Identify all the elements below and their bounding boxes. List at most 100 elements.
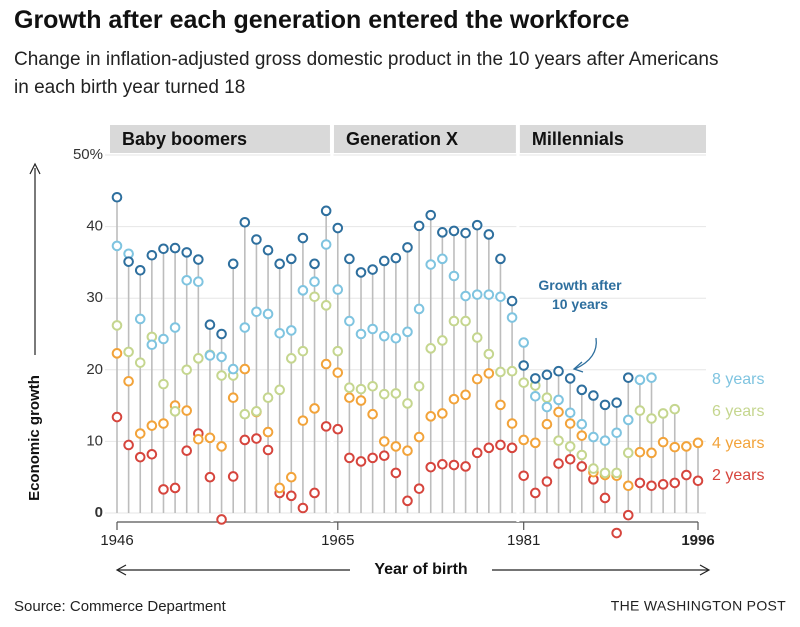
legend-label: 8 years — [712, 371, 764, 388]
data-point — [413, 431, 425, 443]
data-point — [564, 418, 576, 429]
data-point — [286, 253, 297, 265]
data-point — [262, 444, 274, 456]
data-point — [460, 290, 471, 302]
data-point — [146, 448, 158, 460]
data-point — [239, 408, 251, 420]
data-point — [448, 393, 460, 405]
data-point — [471, 373, 483, 385]
data-point — [448, 315, 460, 327]
data-point — [483, 442, 495, 454]
data-point — [123, 375, 134, 387]
data-point — [227, 392, 239, 404]
generation-label: Baby boomers — [122, 129, 247, 149]
data-point — [646, 480, 657, 492]
data-point — [216, 351, 227, 363]
data-point — [134, 264, 146, 276]
data-point — [158, 484, 169, 495]
data-point — [437, 253, 448, 265]
data-point — [181, 364, 193, 376]
y-tick-label: 10 — [86, 432, 103, 449]
generation-label: Generation X — [346, 129, 458, 149]
data-point — [622, 480, 634, 492]
data-point — [378, 330, 390, 342]
data-point — [169, 322, 181, 333]
data-point — [332, 345, 344, 357]
data-point — [576, 430, 588, 441]
data-point — [634, 477, 646, 489]
data-point — [588, 390, 599, 401]
data-point — [227, 363, 239, 375]
data-point — [344, 253, 355, 265]
data-point — [599, 492, 611, 504]
data-point — [227, 471, 239, 482]
legend-label: 6 years — [712, 403, 764, 420]
data-point — [634, 446, 646, 458]
data-point — [402, 495, 413, 507]
data-point — [506, 312, 518, 323]
data-point — [646, 447, 657, 459]
data-point — [146, 420, 158, 431]
chart-title: Growth after each generation entered the… — [14, 6, 630, 34]
data-point — [471, 289, 483, 300]
data-point — [588, 463, 599, 474]
data-point — [320, 205, 332, 217]
data-point — [262, 244, 274, 256]
data-point — [344, 392, 355, 404]
data-point — [378, 388, 390, 400]
generation-band — [110, 125, 330, 153]
data-point — [146, 339, 158, 351]
data-point — [216, 370, 227, 381]
data-point — [669, 441, 681, 453]
data-point — [437, 459, 448, 470]
data-point — [518, 434, 530, 446]
data-point — [204, 432, 216, 444]
data-point — [495, 253, 506, 265]
data-point — [576, 418, 588, 430]
data-point — [553, 365, 564, 377]
data-point — [332, 284, 344, 295]
data-point — [367, 380, 378, 392]
data-point — [483, 289, 495, 300]
data-point — [216, 328, 227, 340]
data-point — [495, 291, 506, 303]
data-point — [274, 384, 285, 396]
data-point — [541, 401, 553, 413]
data-point — [274, 482, 285, 494]
data-point — [344, 382, 355, 394]
data-point — [111, 348, 123, 359]
data-point — [297, 285, 309, 296]
data-point — [425, 343, 437, 354]
data-point — [564, 441, 576, 452]
data-point — [425, 259, 437, 270]
data-point — [692, 437, 704, 449]
data-point — [169, 242, 181, 254]
data-point — [158, 378, 169, 390]
y-tick-label: 50% — [73, 146, 103, 163]
data-point — [239, 322, 251, 333]
data-point — [576, 461, 588, 472]
data-point — [622, 447, 634, 459]
annotation-arrow — [574, 337, 597, 370]
data-point — [553, 406, 564, 418]
data-point — [355, 456, 367, 467]
data-point — [309, 487, 320, 499]
data-point — [646, 413, 657, 424]
data-point — [111, 411, 123, 423]
data-point — [460, 461, 471, 472]
data-point — [286, 325, 297, 336]
data-point — [692, 475, 704, 487]
data-point — [657, 479, 669, 490]
series-annotation: Growth after 10 years — [538, 277, 622, 312]
data-point — [344, 315, 355, 327]
data-point — [134, 428, 146, 439]
data-point — [669, 403, 681, 415]
data-point — [355, 395, 367, 406]
generation-label: Millennials — [532, 129, 624, 149]
data-point — [181, 247, 193, 258]
y-tick-label: 30 — [86, 289, 103, 306]
data-point — [518, 337, 530, 348]
x-tick-label: 1996 — [681, 532, 714, 549]
data-point — [541, 392, 553, 404]
